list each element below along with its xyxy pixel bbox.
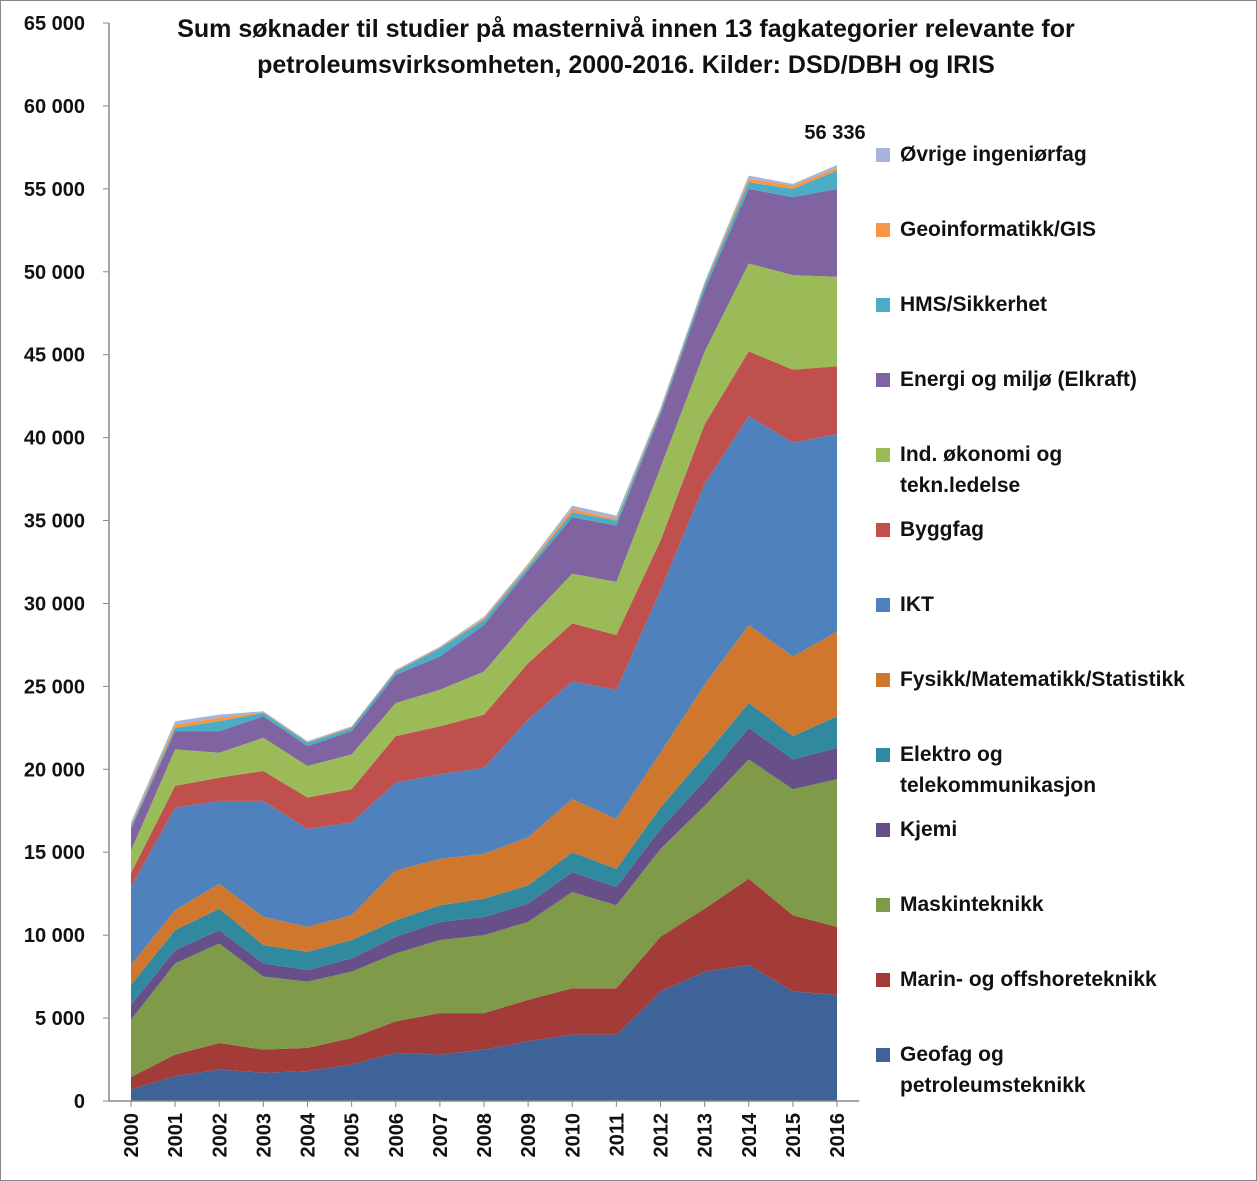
x-tick-label: 2001 [165, 1113, 187, 1158]
legend-item: Geoinformatikk/GIS [873, 214, 1162, 245]
y-tick-label: 15 000 [24, 842, 85, 864]
y-tick-label: 60 000 [24, 96, 85, 118]
y-tick-label: 30 000 [24, 593, 85, 615]
x-tick-label: 2014 [739, 1112, 761, 1157]
y-tick-label: 10 000 [24, 925, 85, 947]
y-tick-label: 5 000 [35, 1008, 85, 1030]
legend-item: Byggfag [873, 514, 1162, 545]
x-tick-label: 2012 [651, 1113, 673, 1158]
x-tick-label: 2000 [121, 1113, 143, 1158]
legend-item: Elektro og telekommunikasjon [873, 739, 1162, 801]
legend-swatch [876, 823, 890, 837]
legend-label: Fysikk/Matematikk/Statistikk [900, 668, 1185, 691]
legend-label: Maskinteknikk [900, 893, 1044, 916]
legend-item: Kjemi [873, 814, 1162, 845]
y-tick-label: 45 000 [24, 345, 85, 367]
y-tick-label: 55 000 [24, 179, 85, 201]
area [131, 702, 837, 1005]
legend-swatch [876, 448, 890, 462]
area [131, 625, 837, 985]
legend-item: Energi og miljø (Elkraft) [873, 364, 1162, 395]
legend-label: Øvrige ingeniørfag [900, 143, 1087, 166]
legend-label: Geoinformatikk/GIS [900, 218, 1097, 241]
area [131, 263, 837, 873]
legend-label: Kjemi [900, 818, 958, 841]
legend-item: Marin- og offshoreteknikk [873, 964, 1162, 995]
y-tick-label: 35 000 [24, 511, 85, 533]
x-tick-label: 2008 [474, 1113, 496, 1158]
legend-swatch [876, 523, 890, 537]
y-tick-label: 65 000 [24, 13, 85, 35]
x-tick-label: 2011 [606, 1113, 628, 1156]
legend-item: Geofag og petroleumsteknikk [873, 1039, 1162, 1101]
legend-swatch [876, 373, 890, 387]
legend-label: HMS/Sikkerhet [900, 293, 1048, 316]
y-tick-label: 25 000 [24, 676, 85, 698]
area [131, 188, 837, 851]
x-tick-label: 2006 [386, 1113, 408, 1158]
x-tick-label: 2016 [827, 1113, 849, 1158]
legend-item: Fysikk/Matematikk/Statistikk [873, 664, 1185, 695]
legend-swatch [876, 223, 890, 237]
legend-label: Geofag og petroleumsteknikk [900, 1043, 1086, 1097]
x-tick-label: 2003 [253, 1113, 275, 1158]
legend-swatch [876, 298, 890, 312]
legend-label: Marin- og offshoreteknikk [900, 968, 1157, 991]
total-label: 56 336 [804, 122, 865, 144]
y-tick-label: 50 000 [24, 262, 85, 284]
x-tick-label: 2005 [342, 1113, 364, 1158]
legend-item: Ind. økonomi og tekn.ledelse [873, 439, 1162, 501]
y-tick-label: 0 [74, 1091, 85, 1113]
legend-swatch [876, 148, 890, 162]
legend-swatch [876, 973, 890, 987]
chart-title: Sum søknader til studier på masternivå i… [177, 15, 1075, 79]
area [131, 878, 837, 1090]
legend-swatch [876, 598, 890, 612]
x-tick-label: 2010 [562, 1113, 584, 1158]
y-tick-label: 20 000 [24, 759, 85, 781]
area [131, 759, 837, 1077]
x-tick-label: 2013 [695, 1113, 717, 1158]
legend-label: Ind. økonomi og tekn.ledelse [900, 443, 1063, 497]
x-tick-label: 2007 [430, 1113, 452, 1158]
area [131, 965, 837, 1101]
area [131, 416, 837, 966]
x-tick-label: 2015 [783, 1113, 805, 1158]
y-tick-label: 40 000 [24, 428, 85, 450]
area [131, 727, 837, 1020]
legend-swatch [876, 898, 890, 912]
legend-item: HMS/Sikkerhet [873, 289, 1162, 320]
x-tick-label: 2009 [518, 1113, 540, 1158]
legend-swatch [876, 1048, 890, 1062]
legend-swatch [876, 748, 890, 762]
legend-swatch [876, 673, 890, 687]
legend-label: Energi og miljø (Elkraft) [900, 368, 1137, 391]
legend-label: Byggfag [900, 518, 984, 541]
legend-label: IKT [900, 593, 934, 616]
x-tick-label: 2004 [298, 1112, 320, 1157]
legend-label: Elektro og telekommunikasjon [900, 743, 1097, 797]
x-tick-label: 2002 [209, 1113, 231, 1158]
area [131, 351, 837, 888]
legend-item: IKT [873, 589, 1162, 620]
legend-item: Maskinteknikk [873, 889, 1162, 920]
legend-item: Øvrige ingeniørfag [873, 139, 1162, 170]
